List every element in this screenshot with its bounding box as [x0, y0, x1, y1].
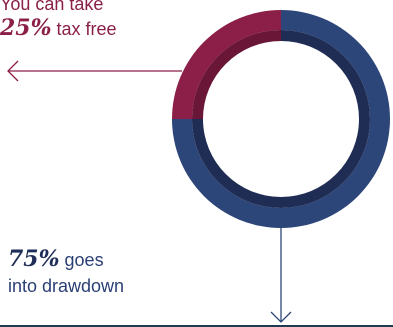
drawdown-percent: 75% — [8, 246, 60, 272]
inner-ring-tax-free — [192, 30, 281, 119]
left-arrow-icon — [7, 60, 182, 82]
tax-free-line1: You can take — [0, 0, 104, 14]
tax-free-percent: 25% — [0, 15, 52, 41]
down-arrow-icon — [270, 228, 292, 323]
tax-free-segment — [172, 10, 281, 119]
drawdown-line2: into drawdown — [8, 276, 125, 296]
drawdown-text: goes — [59, 250, 104, 270]
tax-free-text: tax free — [51, 19, 117, 39]
drawdown-label: 75% goes into drawdown — [8, 246, 208, 299]
tax-free-label: You can take 25% tax free — [0, 0, 175, 41]
